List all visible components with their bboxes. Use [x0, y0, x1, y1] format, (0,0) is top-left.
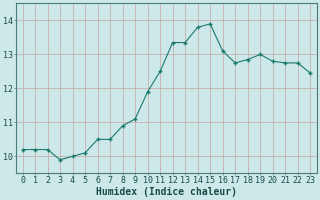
X-axis label: Humidex (Indice chaleur): Humidex (Indice chaleur) [96, 186, 237, 197]
